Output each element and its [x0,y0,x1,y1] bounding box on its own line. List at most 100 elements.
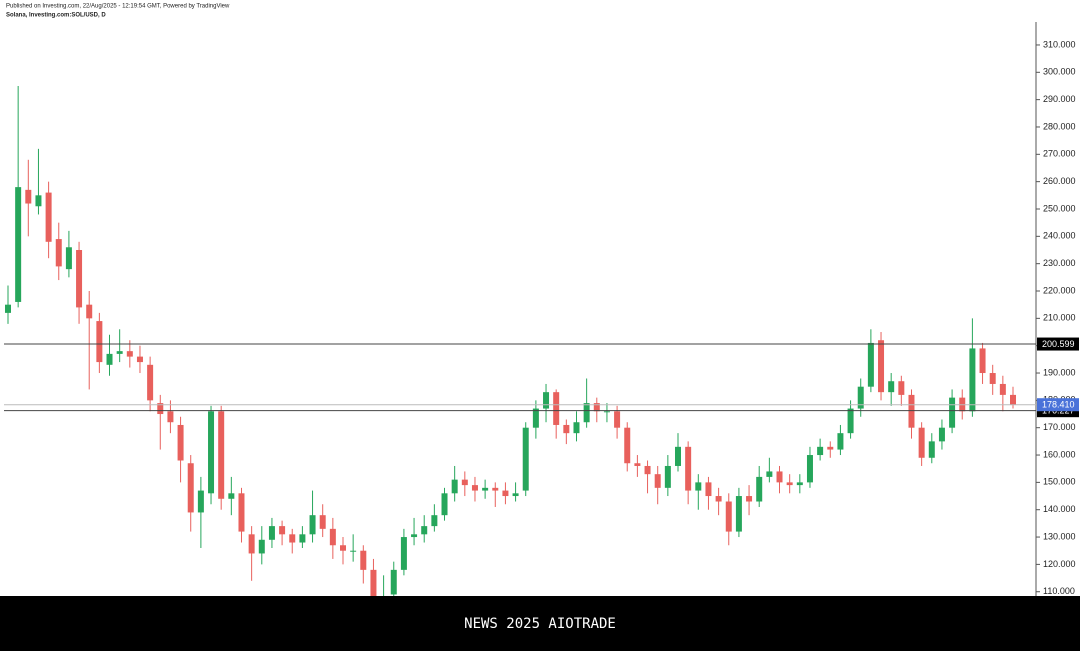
candle-body [796,482,803,486]
candle-body [279,526,286,535]
y-tick-label: 150.000 [1043,477,1076,487]
candle-body [756,476,763,502]
candle-body [522,427,529,491]
level-label: 200.599 [1042,339,1075,349]
candle-body [106,353,113,365]
candle-body [65,247,72,270]
candle-body [350,550,357,552]
candle-body [654,474,661,488]
candle-body [238,493,245,532]
candle-body [96,321,103,363]
candle-body [705,482,712,497]
candle-body [86,304,93,319]
candle-body [725,501,732,532]
candle-body [431,515,438,527]
candle-body [878,340,885,393]
candle-body [147,364,154,401]
candle-body [5,304,11,313]
candle-body [25,189,32,204]
candle-body [583,403,590,423]
candle-body [563,424,570,434]
chart-title: Solana, Investing.com:SOL/USD, D [6,13,106,19]
candle-body [979,348,986,374]
candle-body [918,427,925,458]
candle-body [553,392,560,425]
y-tick-label: 160.000 [1043,449,1076,459]
candle-body [55,239,62,267]
candle-body [776,471,783,483]
candle-body [898,381,905,395]
candle-body [888,381,895,393]
y-tick-label: 170.000 [1043,422,1076,432]
candle-body [197,490,204,513]
candle-body [157,403,164,415]
candle-body [847,408,854,434]
y-tick-label: 110.000 [1043,586,1075,596]
candle-body [167,411,174,423]
candle-body [228,493,235,499]
y-tick-label: 140.000 [1043,504,1076,514]
candle-body [329,528,336,546]
candle-body [187,463,194,513]
candle-body [35,195,42,207]
y-tick-label: 130.000 [1043,531,1076,541]
candle-body [715,496,722,502]
candle-body [268,526,275,540]
candle-body [817,446,824,456]
candle-body [136,356,143,363]
y-tick-label: 230.000 [1043,258,1076,268]
candle-body [45,192,52,242]
candle-body [573,422,580,434]
banner-text: NEWS 2025 AIOTRADE [464,616,616,632]
candle-body [969,348,976,412]
candle-body [502,490,509,497]
candle-body [695,482,702,491]
candle-body [482,487,489,491]
candle-body [685,446,692,491]
candle-body [593,403,600,412]
candle-body [999,383,1006,395]
candle-body [603,411,610,413]
candle-body [421,526,428,535]
candle-body [857,386,864,409]
candle-body [76,250,83,308]
published-note: Published on Investing.com, 22/Aug/2025 … [6,4,230,10]
y-tick-label: 310.000 [1043,39,1076,49]
candle-body [624,427,631,464]
candle-body [360,550,367,570]
candle-body [309,515,316,535]
candle-body [837,433,844,450]
candle-body [908,394,915,428]
candle-body [664,465,671,488]
candle-body [735,496,742,532]
y-tick-label: 260.000 [1043,176,1076,186]
candle-body [299,534,306,543]
candle-body [492,487,499,491]
candle-body [400,537,407,570]
candle-body [786,482,793,486]
candle-body [471,485,478,491]
y-tick-label: 290.000 [1043,94,1076,104]
candle-body [675,446,681,466]
candle-body [319,515,326,529]
candle-body [512,493,519,497]
candle-body [258,539,265,554]
candle-body [248,534,255,554]
y-tick-label: 300.000 [1043,67,1076,77]
candle-body [532,408,539,428]
candle-body [989,373,996,384]
banner [0,596,1080,651]
candle-body [15,187,22,302]
candle-body [218,411,225,499]
candle-body [867,342,874,387]
candle-body [451,479,458,494]
candle-body [441,493,448,516]
candle-body [370,569,377,598]
candle-body [766,471,773,477]
level-label-bg [1037,337,1079,351]
candle-body [634,463,641,466]
candle-body [746,496,753,502]
candle-body [644,465,651,475]
